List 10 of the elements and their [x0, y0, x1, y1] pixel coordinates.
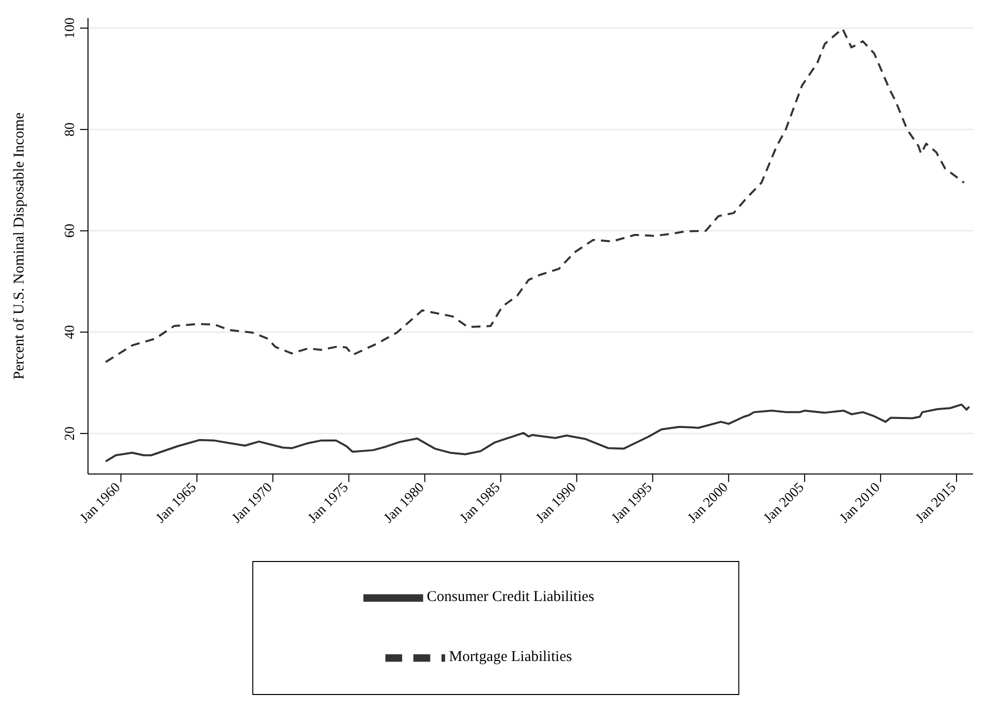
legend-label: Consumer Credit Liabilities: [426, 589, 594, 606]
y-tick-label: 60: [63, 224, 78, 238]
line-series: [104, 28, 966, 364]
legend-label: Mortgage Liabilities: [449, 649, 572, 666]
y-tick-label: 80: [63, 122, 78, 136]
y-tick-label: 20: [63, 426, 78, 440]
line-series: [104, 404, 970, 462]
y-tick-label: 40: [63, 325, 78, 340]
y-tick-label: 100: [63, 18, 78, 39]
y-axis-title: Percent of U.S. Nominal Disposable Income: [11, 112, 28, 380]
